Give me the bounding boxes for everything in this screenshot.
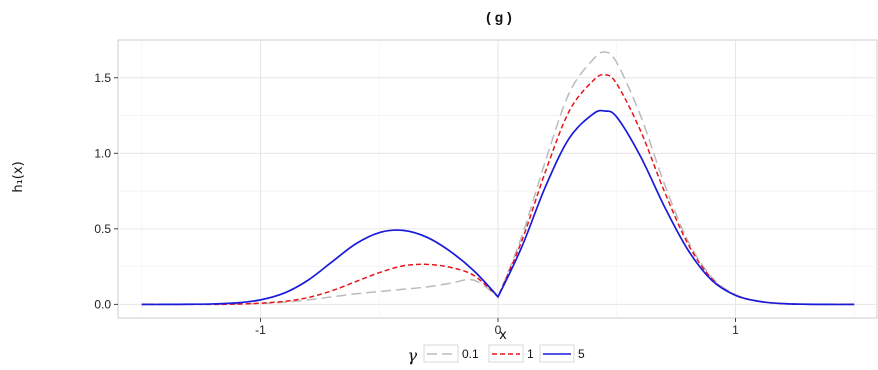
series-line-5 bbox=[141, 109, 855, 306]
y-axis-title: h₁(x) bbox=[11, 161, 26, 192]
legend-key-box bbox=[423, 344, 459, 363]
x-tick-label: 1 bbox=[732, 323, 739, 337]
y-axis-ticks: 0.0 0.5 1.0 1.5 bbox=[94, 71, 118, 311]
grid-lines bbox=[118, 40, 877, 318]
y-tick-label: 1.5 bbox=[94, 71, 111, 85]
y-tick-label: 1.0 bbox=[94, 146, 111, 160]
x-tick-label: -1 bbox=[255, 323, 266, 337]
series-lines bbox=[141, 51, 855, 306]
legend-item-0.1: 0.1 bbox=[423, 344, 479, 363]
legend-label: 0.1 bbox=[462, 347, 479, 361]
legend-title: γ bbox=[407, 346, 417, 365]
legend-item-1: 1 bbox=[488, 344, 534, 363]
legend: γ 0.1 1 5 bbox=[407, 344, 585, 365]
legend-label: 5 bbox=[578, 347, 585, 361]
y-tick-label: 0.5 bbox=[94, 222, 111, 236]
y-tick-label: 0.0 bbox=[94, 297, 111, 311]
x-tick-label: 0 bbox=[495, 323, 502, 337]
legend-key-box bbox=[488, 344, 524, 363]
chart-title: ( g ) bbox=[486, 9, 512, 25]
x-axis-ticks: -1 0 1 bbox=[255, 318, 739, 337]
legend-item-5: 5 bbox=[539, 344, 585, 363]
x-axis-title: x bbox=[499, 328, 507, 343]
legend-label: 1 bbox=[527, 347, 534, 361]
